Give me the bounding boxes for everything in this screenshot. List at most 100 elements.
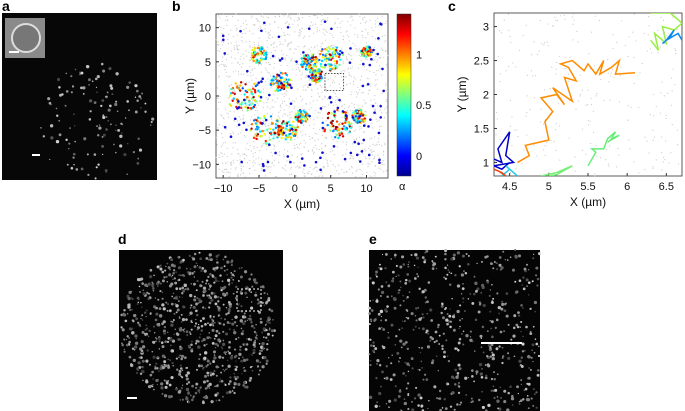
background-point xyxy=(384,34,386,37)
background-point xyxy=(250,150,252,152)
trajectory-point xyxy=(320,59,324,63)
background-point xyxy=(340,71,342,73)
punctum xyxy=(431,359,435,362)
background-point xyxy=(509,99,512,101)
punctum xyxy=(221,280,224,282)
punctum xyxy=(261,301,264,305)
punctum xyxy=(72,152,76,156)
punctum xyxy=(200,285,203,287)
background-point xyxy=(352,157,354,159)
background-point xyxy=(644,136,646,138)
background-point xyxy=(296,156,299,158)
background-point xyxy=(221,133,223,135)
background-point xyxy=(289,111,291,113)
trajectory-point xyxy=(321,48,324,51)
punctum xyxy=(121,343,124,347)
punctum xyxy=(396,351,400,355)
immobile-point xyxy=(237,123,241,127)
background-point xyxy=(280,35,282,37)
punctum xyxy=(139,348,142,351)
punctum xyxy=(370,344,373,347)
background-point xyxy=(218,64,220,67)
background-point xyxy=(258,45,260,47)
punctum xyxy=(456,372,460,375)
background-point xyxy=(283,167,285,169)
background-point xyxy=(227,38,229,40)
trajectory-point xyxy=(292,120,295,123)
punctum xyxy=(137,137,140,141)
background-point xyxy=(381,112,383,114)
punctum xyxy=(195,309,198,313)
punctum xyxy=(220,288,223,292)
trajectory-point xyxy=(302,54,306,58)
background-point xyxy=(359,63,361,66)
punctum xyxy=(481,405,485,410)
background-point xyxy=(345,76,347,78)
punctum xyxy=(426,345,431,349)
background-point xyxy=(364,21,366,24)
background-point xyxy=(221,155,224,157)
punctum xyxy=(152,289,155,292)
punctum xyxy=(189,394,192,397)
punctum xyxy=(256,298,260,301)
background-point xyxy=(348,36,350,38)
trajectory-point xyxy=(258,117,262,120)
background-point xyxy=(287,142,289,144)
background-point xyxy=(374,85,376,87)
punctum xyxy=(443,355,446,359)
trajectory-point xyxy=(287,78,291,81)
background-point xyxy=(350,15,352,17)
punctum xyxy=(369,318,373,321)
punctum xyxy=(202,317,205,320)
background-point xyxy=(253,135,255,137)
background-point xyxy=(546,141,548,144)
background-point xyxy=(278,151,281,153)
trajectory-point xyxy=(244,102,247,105)
punctum xyxy=(70,91,73,94)
punctum xyxy=(178,316,181,318)
background-point xyxy=(333,63,336,65)
punctum xyxy=(239,319,243,323)
punctum xyxy=(222,303,225,306)
trajectory-point xyxy=(269,83,273,87)
trajectory-point xyxy=(252,136,256,140)
background-point xyxy=(542,123,545,125)
punctum xyxy=(166,281,169,283)
punctum xyxy=(498,345,501,348)
background-point xyxy=(587,119,589,122)
punctum xyxy=(194,325,197,328)
punctum xyxy=(161,291,163,294)
background-point xyxy=(289,117,291,119)
background-point xyxy=(296,144,298,146)
punctum xyxy=(137,301,140,304)
background-point xyxy=(295,63,298,65)
background-point xyxy=(220,115,223,117)
background-point xyxy=(607,59,609,61)
punctum xyxy=(218,280,220,282)
punctum xyxy=(152,355,156,359)
punctum xyxy=(518,401,521,403)
punctum xyxy=(180,357,184,361)
punctum xyxy=(128,355,132,359)
trajectory-point xyxy=(334,64,337,68)
background-point xyxy=(378,138,380,140)
background-point xyxy=(265,96,267,99)
background-point xyxy=(254,114,256,116)
background-point xyxy=(303,168,305,170)
punctum xyxy=(518,279,522,282)
punctum xyxy=(188,314,191,317)
punctum xyxy=(219,274,222,277)
punctum xyxy=(220,297,222,299)
background-point xyxy=(245,41,247,43)
background-point xyxy=(279,105,281,107)
background-point xyxy=(377,88,379,90)
trajectory-point xyxy=(367,54,370,57)
background-point xyxy=(674,83,676,86)
punctum xyxy=(369,359,372,362)
background-point xyxy=(320,109,323,111)
background-point xyxy=(655,159,657,161)
punctum xyxy=(245,358,249,362)
punctum xyxy=(147,335,150,338)
punctum xyxy=(388,399,392,403)
punctum xyxy=(217,338,221,342)
